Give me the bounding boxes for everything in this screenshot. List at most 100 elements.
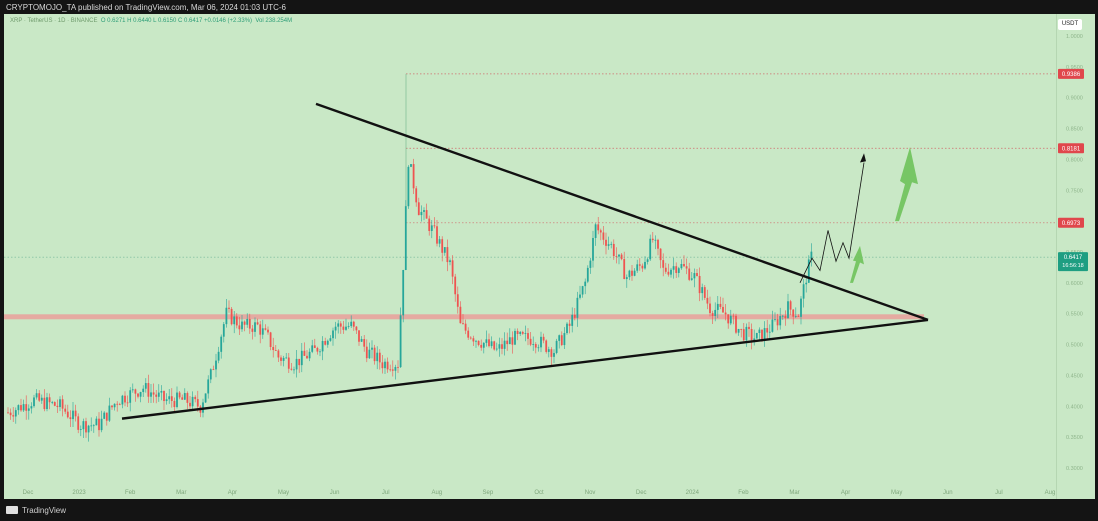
candle-body — [423, 210, 425, 212]
candle-body — [529, 338, 532, 345]
candle — [727, 314, 730, 329]
candle — [610, 241, 613, 249]
candle — [581, 285, 584, 298]
candle — [615, 247, 618, 264]
candle-body — [482, 342, 485, 348]
candle — [644, 256, 646, 270]
candle — [519, 331, 522, 336]
candle-body — [456, 294, 459, 307]
candle — [433, 217, 436, 229]
candle-body — [358, 330, 360, 342]
candle — [521, 330, 524, 335]
candle — [20, 398, 22, 412]
candle-body — [420, 211, 423, 216]
candle-body — [293, 369, 295, 371]
candle — [113, 403, 116, 411]
candle-body — [371, 347, 373, 350]
candle — [397, 360, 399, 373]
candle-body — [108, 405, 111, 421]
candle-body — [532, 344, 535, 345]
candle-body — [142, 388, 145, 393]
candle — [282, 355, 285, 367]
candle-body — [329, 338, 332, 341]
candle-body — [126, 402, 129, 404]
candle-body — [711, 313, 714, 317]
price-tick-label: 0.4500 — [1066, 373, 1083, 379]
candle — [165, 393, 168, 405]
time-tick-label: Apr — [228, 490, 237, 496]
candle — [248, 313, 251, 334]
candle-body — [12, 415, 15, 417]
candle-body — [464, 323, 467, 331]
price-badges: 0.9386 0.8181 0.6973 0.6417 16:56:18 — [1058, 68, 1088, 272]
candle-body — [631, 270, 633, 276]
time-tick-label: Jun — [330, 490, 340, 496]
candle-body — [82, 421, 85, 430]
candle — [594, 223, 597, 246]
candle-body — [183, 393, 186, 400]
candle — [215, 353, 217, 378]
candle-body — [555, 340, 558, 353]
candle — [298, 358, 301, 373]
candle — [394, 364, 397, 380]
candle-body — [789, 301, 792, 310]
candle — [157, 384, 160, 402]
candle-body — [176, 392, 178, 408]
candle — [189, 396, 191, 410]
candle — [311, 339, 314, 354]
candle-body — [724, 312, 727, 315]
candle-body — [503, 340, 506, 349]
candle — [256, 318, 259, 326]
candle-body — [339, 323, 342, 327]
candle — [124, 391, 126, 407]
candle-body — [386, 361, 389, 370]
candle-body — [571, 314, 574, 326]
candle-body — [459, 306, 462, 324]
candle-body — [670, 269, 672, 275]
candle-body — [579, 294, 581, 298]
chart-plot-area[interactable] — [4, 14, 1056, 499]
candle — [48, 393, 51, 410]
candle-body — [742, 329, 745, 341]
candle — [373, 344, 376, 365]
candle-body — [664, 267, 667, 272]
candle-body — [319, 351, 321, 353]
candle-body — [430, 225, 433, 231]
candle — [326, 339, 329, 348]
candle-body — [576, 297, 579, 318]
time-tick-label: Feb — [738, 490, 749, 496]
candle — [589, 257, 592, 274]
candle-body — [709, 303, 711, 314]
currency-badge[interactable]: USDT — [1058, 19, 1082, 30]
candle — [696, 269, 698, 277]
candle-body — [217, 351, 220, 361]
candle — [454, 273, 457, 302]
candle-body — [295, 358, 298, 370]
countdown-label: 16:56:18 — [1062, 263, 1083, 269]
candle — [677, 266, 680, 278]
candle-body — [568, 323, 571, 326]
candle — [670, 267, 672, 278]
candle — [709, 296, 711, 317]
candle — [701, 283, 704, 301]
candle-body — [688, 268, 691, 280]
candle — [425, 203, 428, 219]
candle — [371, 340, 373, 359]
candle-body — [727, 314, 730, 324]
candle-body — [163, 391, 165, 402]
candle — [737, 328, 740, 336]
candle-body — [771, 319, 774, 332]
candle — [137, 393, 139, 399]
candle — [90, 417, 93, 432]
candle — [87, 424, 90, 442]
candle — [633, 268, 636, 277]
candle — [285, 352, 288, 359]
candle-body — [628, 270, 631, 278]
candle-body — [521, 331, 524, 334]
candle — [345, 318, 347, 331]
candle-body — [605, 239, 607, 246]
candle-body — [441, 239, 444, 253]
candle — [17, 404, 20, 415]
candle — [792, 309, 795, 325]
time-tick-label: 2023 — [72, 490, 86, 496]
